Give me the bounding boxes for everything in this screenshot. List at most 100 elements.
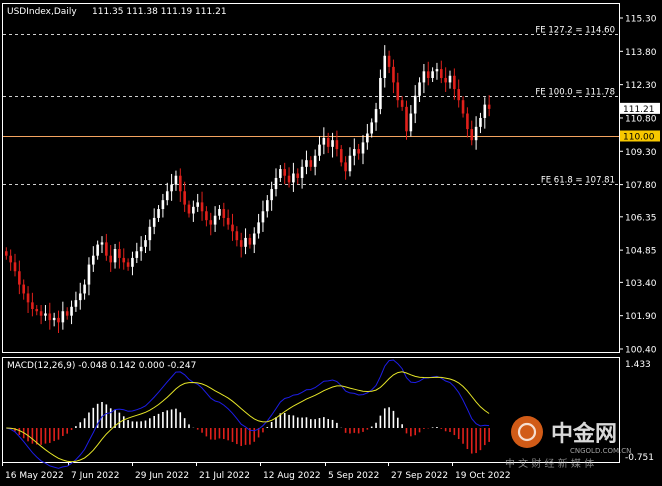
candle-body — [400, 100, 404, 107]
candle-body — [200, 202, 204, 212]
candle-body — [157, 209, 160, 218]
candle-body — [300, 166, 304, 178]
candle-body — [287, 175, 291, 183]
y-tick-label: 113.80 — [625, 48, 657, 58]
y-tick-label: 103.40 — [625, 279, 657, 289]
y-tick-label: 112.30 — [625, 81, 657, 91]
candle-body — [239, 240, 243, 247]
candle-body — [387, 55, 391, 67]
candle-body — [70, 306, 73, 316]
candle-body — [374, 109, 378, 123]
candle-body — [87, 264, 91, 285]
candle-body — [366, 133, 369, 143]
candle-body — [109, 255, 112, 263]
candle-body — [448, 75, 452, 83]
candle-body — [322, 137, 326, 145]
candle-body — [331, 140, 334, 147]
candle-body — [22, 284, 25, 294]
candle-body — [422, 71, 426, 83]
y-tick-label: 100.40 — [625, 346, 657, 356]
candle-body — [139, 246, 143, 252]
candle-body — [266, 200, 269, 212]
candle-body — [161, 200, 165, 210]
candle-body — [470, 129, 474, 141]
watermark-slogan: 中 文 财 经 新 媒 体 — [505, 457, 594, 470]
candle-body — [466, 113, 469, 130]
candle-body — [274, 177, 278, 190]
macd-main-line — [6, 359, 490, 469]
candle-body — [209, 220, 213, 225]
y-tick-label: 101.90 — [625, 312, 657, 322]
candle-body — [283, 169, 286, 176]
candle-body — [126, 262, 130, 267]
candle-body — [18, 271, 21, 285]
candle-body — [144, 240, 147, 247]
current-price-tag — [620, 102, 660, 114]
candle-body — [235, 231, 239, 241]
candle-body — [148, 226, 152, 241]
candle-body — [192, 206, 195, 214]
candle-body — [35, 309, 39, 312]
candle-body — [435, 69, 439, 72]
candle-body — [392, 66, 395, 83]
candle-body — [218, 209, 221, 216]
candle-body — [326, 137, 330, 147]
macd-panel-frame — [2, 357, 620, 463]
candle-body — [213, 215, 217, 225]
candle-body — [187, 204, 191, 214]
candle-body — [418, 82, 421, 96]
candle-body — [357, 149, 360, 154]
candle-body — [409, 113, 413, 132]
candle-body — [313, 155, 317, 167]
y-tick-label: 110.80 — [625, 114, 657, 124]
macd-indicator-label: MACD(12,26,9) -0.048 0.142 0.000 -0.247 — [7, 361, 196, 371]
candle-body — [457, 89, 460, 101]
candle-body — [361, 142, 365, 154]
candle-body — [96, 244, 99, 256]
x-tick-label: 5 Sep 2022 — [328, 471, 379, 481]
candle-body — [44, 313, 47, 316]
candle-body — [100, 242, 104, 245]
candle-body — [339, 149, 343, 163]
candle-body — [318, 144, 321, 156]
level-price-label: 110.00 — [623, 133, 655, 143]
candle-body — [226, 217, 230, 225]
x-tick-label: 29 Jun 2022 — [135, 471, 189, 481]
candle-body — [353, 149, 356, 156]
macd-signal-line — [6, 371, 490, 463]
candle-body — [252, 233, 256, 245]
fe-level-label: FE 100.0 = 111.78 — [535, 88, 615, 98]
candle-body — [118, 249, 121, 258]
candle-body — [461, 100, 465, 114]
fe-level-label: FE 61.8 = 107.81 — [541, 176, 615, 186]
watermark-url: CNGOLD.COM.CN — [570, 447, 631, 455]
x-tick-label: 27 Sep 2022 — [391, 471, 448, 481]
candle-body — [174, 175, 178, 185]
candle-body — [83, 284, 86, 294]
candle-body — [78, 293, 82, 301]
candle-body — [31, 302, 34, 310]
price-panel-frame — [2, 3, 620, 353]
candle-body — [65, 311, 69, 316]
candle-body — [270, 189, 273, 201]
symbol-label: USDIndex,Daily — [7, 7, 77, 17]
watermark-logo-mark — [517, 422, 537, 442]
candle-body — [5, 251, 8, 256]
candle-body — [474, 126, 478, 141]
candle-body — [296, 173, 300, 178]
candle-body — [279, 169, 282, 178]
candle-body — [479, 117, 482, 127]
x-tick-label: 12 Aug 2022 — [263, 471, 321, 481]
candle-body — [135, 251, 139, 258]
candle-body — [170, 184, 173, 192]
level-price-tag — [620, 130, 660, 142]
candle-body — [383, 55, 387, 78]
candle-body — [39, 311, 43, 316]
candle-body — [196, 202, 199, 207]
candle-body — [113, 249, 117, 263]
candle-body — [61, 311, 65, 323]
candle-body — [257, 222, 260, 234]
candle-body — [231, 224, 234, 232]
candle-body — [222, 209, 226, 218]
